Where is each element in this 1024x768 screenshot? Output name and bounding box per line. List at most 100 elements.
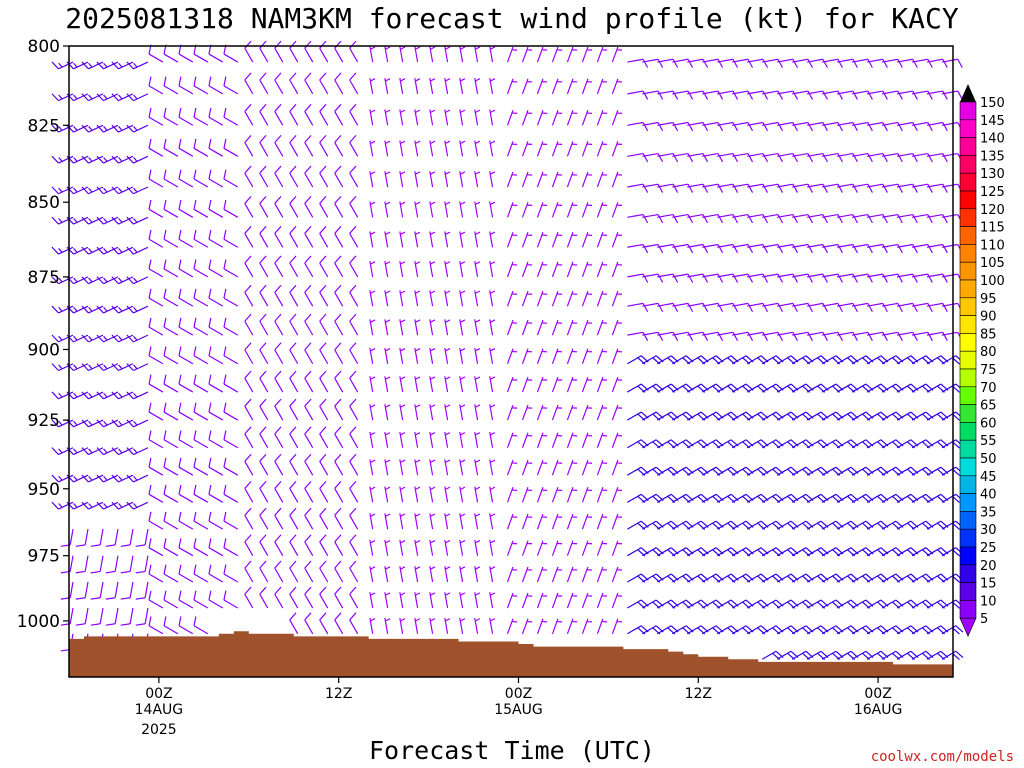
wind-barb (642, 273, 664, 283)
wind-barb (444, 347, 451, 364)
wind-barb (837, 273, 858, 283)
wind-barb (581, 202, 593, 218)
wind-barb (881, 331, 903, 341)
wind-barb (566, 202, 578, 218)
wind-barb (289, 195, 299, 218)
wind-barb (223, 76, 239, 95)
wind-barb (717, 302, 739, 313)
wind-barb (747, 213, 769, 224)
wind-barb (414, 319, 421, 336)
wind-barb (259, 586, 269, 609)
wind-barb (489, 319, 496, 336)
wind-barb (881, 152, 903, 163)
wind-barb (596, 487, 608, 503)
wind-barb (304, 103, 314, 126)
wind-barb (259, 225, 269, 248)
x-tick-label: 00Z (864, 686, 891, 702)
wind-barb (429, 431, 436, 448)
wind-barb (111, 305, 134, 314)
wind-barb (178, 199, 194, 218)
wind-barb (304, 453, 314, 476)
wind-barb (566, 432, 578, 448)
y-tick-label: 925 (28, 411, 60, 431)
wind-barb (259, 534, 269, 556)
wind-barb (657, 152, 679, 163)
wind-barb (304, 534, 314, 556)
wind-barb (566, 592, 578, 609)
wind-barb (126, 447, 149, 456)
colorbar-swatch (959, 333, 977, 352)
wind-barb (399, 201, 406, 218)
wind-barb (506, 141, 518, 157)
wind-barb (459, 617, 466, 634)
wind-barb (208, 538, 224, 557)
wind-barb (163, 169, 179, 188)
wind-barb (414, 347, 421, 364)
colorbar-swatch (959, 511, 977, 530)
wind-barb (807, 213, 828, 224)
wind-barb (81, 305, 104, 314)
wind-barb (611, 404, 623, 421)
wind-barb (384, 617, 391, 634)
wind-barb (596, 319, 608, 336)
wind-barb (289, 284, 299, 307)
wind-barb (551, 202, 563, 218)
wind-barb (611, 232, 623, 248)
wind-barb (837, 121, 858, 132)
wind-barb (581, 261, 593, 278)
wind-barb (444, 459, 451, 476)
wind-barb (429, 290, 436, 307)
colorbar-swatch (959, 493, 977, 512)
wind-barb (304, 560, 314, 583)
colorbar-label: 5 (980, 612, 988, 627)
wind-barb (611, 513, 623, 530)
wind-barb (822, 58, 843, 68)
wind-barb (414, 201, 421, 218)
wind-barb (148, 288, 164, 307)
wind-barb (536, 376, 548, 393)
wind-barb (334, 480, 344, 503)
wind-barb (732, 273, 754, 283)
wind-barb (611, 171, 623, 188)
wind-barb (105, 607, 119, 626)
wind-barb (334, 134, 344, 157)
wind-barb (581, 376, 593, 393)
wind-barb (566, 487, 578, 503)
wind-barb (672, 121, 694, 132)
wind-barb (384, 459, 391, 476)
wind-barb (51, 419, 74, 428)
wind-barb (657, 302, 679, 313)
wind-barb (611, 459, 623, 476)
wind-barb (223, 288, 239, 307)
wind-barb (304, 398, 314, 421)
wind-barb (444, 566, 451, 583)
wind-barb (536, 110, 548, 126)
wind-barb (717, 273, 739, 283)
wind-barb (474, 171, 481, 188)
wind-barb (304, 284, 314, 307)
wind-barb (642, 213, 664, 224)
colorbar-bottom-arrow (959, 617, 977, 637)
wind-barb (90, 581, 104, 600)
wind-barb (581, 592, 593, 609)
wind-barb (429, 617, 436, 634)
x-tick-label: 00Z (145, 686, 172, 702)
wind-barb (126, 246, 149, 255)
wind-barb (611, 618, 623, 634)
wind-barb (596, 232, 608, 248)
wind-barb (51, 391, 74, 400)
wind-barb (274, 342, 284, 365)
wind-barb (223, 590, 239, 609)
wind-barb (837, 58, 858, 68)
colorbar-label: 115 (980, 221, 1005, 236)
wind-barb (193, 229, 209, 248)
wind-barb (702, 90, 724, 100)
wind-barb (81, 501, 104, 510)
wind-barb (96, 61, 119, 70)
wind-barb (581, 46, 593, 63)
wind-barb (259, 560, 269, 583)
wind-barb (444, 140, 451, 157)
wind-barb (702, 152, 724, 163)
wind-barb (627, 243, 649, 254)
wind-barb (581, 319, 593, 336)
